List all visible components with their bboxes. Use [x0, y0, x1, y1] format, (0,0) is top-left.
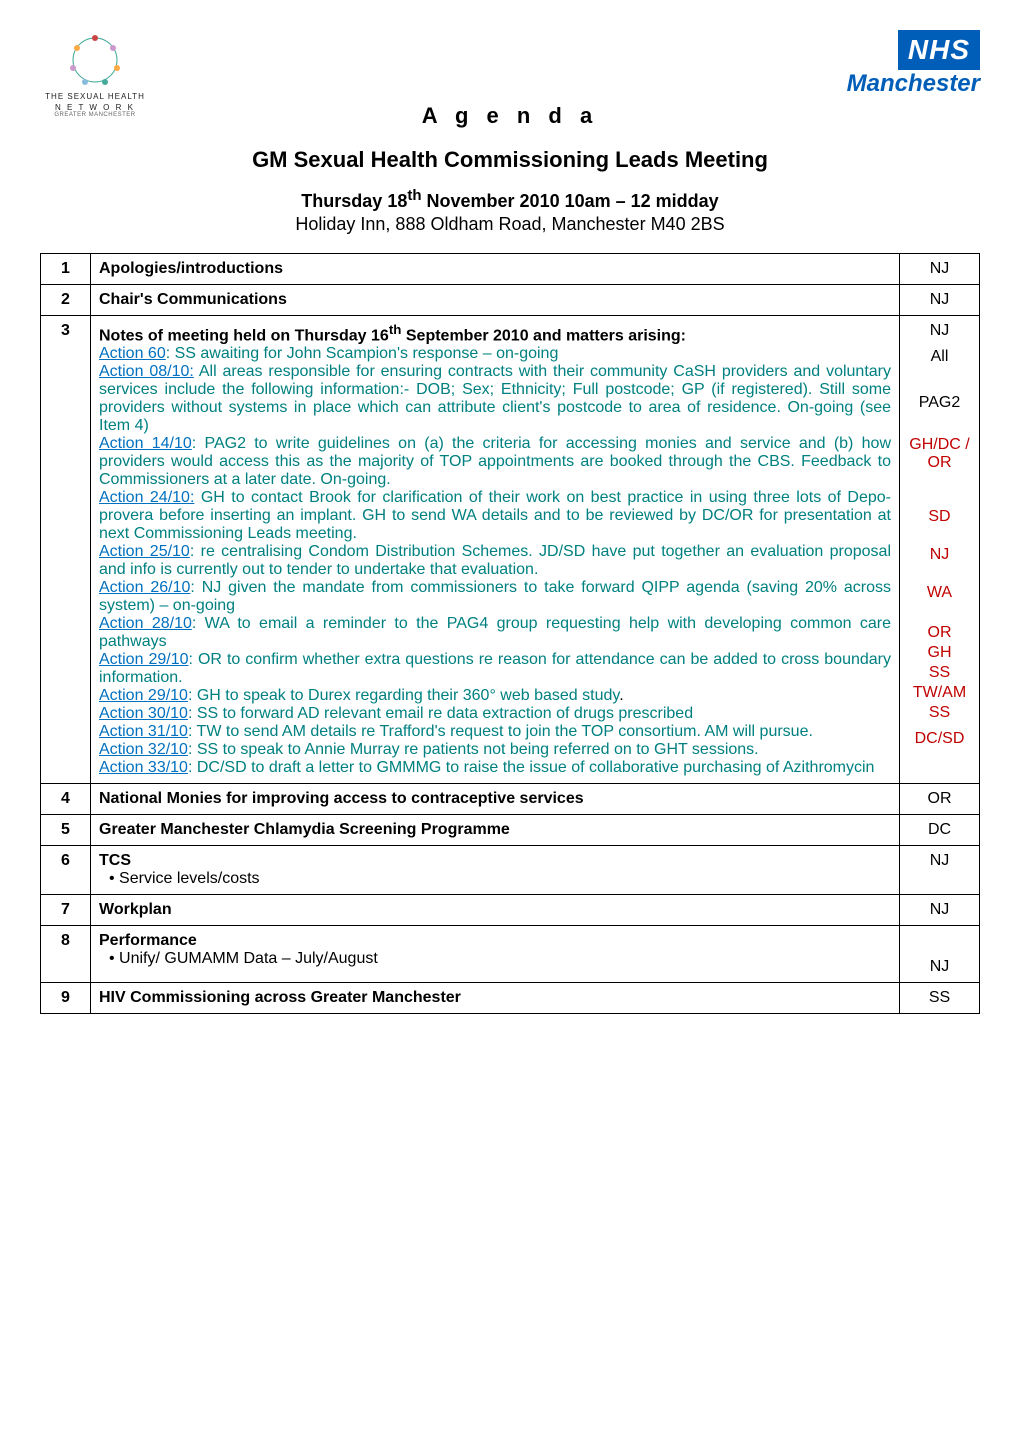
date-rest: November 2010 10am – 12 midday [422, 191, 719, 211]
table-row: 9 HIV Commissioning across Greater Manche… [41, 983, 980, 1014]
item-number: 4 [41, 784, 91, 815]
item-number: 1 [41, 254, 91, 285]
owner-code [908, 412, 971, 430]
action-item: Action 33/10: DC/SD to draft a letter to… [99, 759, 891, 777]
item-owner: NJ [900, 846, 980, 895]
action-item: Action 31/10: TW to send AM details re T… [99, 723, 891, 741]
logo-text-line2: N E T W O R K [40, 103, 150, 112]
item-title: HIV Commissioning across Greater Manches… [99, 989, 891, 1007]
owner-code: NJ [908, 322, 971, 340]
table-row: 2 Chair's Communications NJ [41, 285, 980, 316]
date-prefix: Thursday 18 [301, 191, 407, 211]
action-item: Action 14/10: PAG2 to write guidelines o… [99, 435, 891, 489]
table-row: 4 National Monies for improving access to… [41, 784, 980, 815]
item-owner: NJ [900, 285, 980, 316]
action-item: Action 60: SS awaiting for John Scampion… [99, 345, 891, 363]
item-content: Chair's Communications [91, 285, 900, 316]
table-row: 1 Apologies/introductions NJ [41, 254, 980, 285]
owner-code: TW/AM [908, 684, 971, 702]
item-owner: SS [900, 983, 980, 1014]
table-row: 5 Greater Manchester Chlamydia Screening … [41, 815, 980, 846]
item-title: Apologies/introductions [99, 260, 891, 278]
nhs-logo: NHS Manchester [847, 30, 980, 98]
action-item: Action 29/10: OR to confirm whether extr… [99, 651, 891, 687]
item-number: 2 [41, 285, 91, 316]
table-row: 8Performance• Unify/ GUMAMM Data – July/… [41, 926, 980, 983]
table-row: 6TCS• Service levels/costsNJ [41, 846, 980, 895]
logo-text-line1: THE SEXUAL HEALTH [40, 92, 150, 101]
owner-code: OR [908, 624, 971, 642]
action-item: Action 08/10: All areas responsible for … [99, 363, 891, 435]
owner-code: GH [908, 644, 971, 662]
item-title: Notes of meeting held on Thursday 16th S… [99, 322, 891, 345]
meeting-location: Holiday Inn, 888 Oldham Road, Manchester… [40, 214, 980, 235]
item-title: Workplan [99, 901, 891, 919]
item-title: National Monies for improving access to … [99, 790, 891, 808]
sexual-health-network-logo: THE SEXUAL HEALTH N E T W O R K GREATER … [40, 30, 150, 118]
owner-code: NJ [908, 546, 971, 564]
item-number: 9 [41, 983, 91, 1014]
item-title: Greater Manchester Chlamydia Screening P… [99, 821, 891, 839]
owner-code: SS [908, 704, 971, 722]
item-number: 5 [41, 815, 91, 846]
item-content: Apologies/introductions [91, 254, 900, 285]
item-content: Performance• Unify/ GUMAMM Data – July/A… [91, 926, 900, 983]
owner-code: PAG2 [908, 394, 971, 412]
table-row: 3 Notes of meeting held on Thursday 16th … [41, 316, 980, 784]
table-row: 7 Workplan NJ [41, 895, 980, 926]
item-number: 3 [41, 316, 91, 784]
owner-code [908, 932, 971, 950]
item-content: HIV Commissioning across Greater Manches… [91, 983, 900, 1014]
owner-code: SD [908, 508, 971, 526]
item-number: 7 [41, 895, 91, 926]
item-content: TCS• Service levels/costs [91, 846, 900, 895]
owner-code [908, 366, 971, 384]
item-content: Workplan [91, 895, 900, 926]
action-item: Action 25/10: re centralising Condom Dis… [99, 543, 891, 579]
owner-code: DC/SD [908, 730, 971, 748]
item-title: TCS [99, 852, 891, 870]
item-owner: OR [900, 784, 980, 815]
nhs-box: NHS [898, 30, 980, 70]
action-item: Action 28/10: WA to email a reminder to … [99, 615, 891, 651]
bullet-item: • Unify/ GUMAMM Data – July/August [109, 950, 891, 968]
item-title: Performance [99, 932, 891, 950]
agenda-heading: A g e n d a [40, 103, 980, 129]
item-content: National Monies for improving access to … [91, 784, 900, 815]
agenda-table: 1 Apologies/introductions NJ 2 Chair's Commu… [40, 253, 980, 1014]
action-item: Action 30/10: SS to forward AD relevant … [99, 705, 891, 723]
action-item: Action 29/10: GH to speak to Durex regar… [99, 687, 891, 705]
item-owner: NJ [900, 895, 980, 926]
item-owner: DC [900, 815, 980, 846]
logo-text-line3: GREATER MANCHESTER [40, 112, 150, 118]
item-owner: NJ [900, 254, 980, 285]
nhs-city: Manchester [847, 70, 980, 98]
owner-code: GH/DC / OR [908, 436, 971, 472]
item-number: 8 [41, 926, 91, 983]
item-owner: NJ All PAG2 GH/DC / OR SD NJ WA OR GH SS TW/AM SS… [900, 316, 980, 784]
owner-code: NJ [908, 958, 971, 976]
item-content: Greater Manchester Chlamydia Screening P… [91, 815, 900, 846]
meeting-datetime: Thursday 18th November 2010 10am – 12 mi… [40, 187, 980, 212]
action-item: Action 24/10: GH to contact Brook for cl… [99, 489, 891, 543]
date-suffix: th [407, 187, 421, 204]
owner-stack: NJ All PAG2 GH/DC / OR SD NJ WA OR GH SS TW/AM SS… [908, 322, 971, 748]
action-item: Action 32/10: SS to speak to Annie Murra… [99, 741, 891, 759]
item-owner: NJ [900, 926, 980, 983]
meeting-title: GM Sexual Health Commissioning Leads Mee… [40, 147, 980, 173]
item-number: 6 [41, 846, 91, 895]
owner-code: All [908, 348, 971, 366]
bullet-item: • Service levels/costs [109, 870, 891, 888]
item-content: Notes of meeting held on Thursday 16th S… [91, 316, 900, 784]
action-item: Action 26/10: NJ given the mandate from … [99, 579, 891, 615]
owner-stack: NJ [908, 932, 971, 976]
item-title: Chair's Communications [99, 291, 891, 309]
owner-code: WA [908, 584, 971, 602]
owner-code: SS [908, 664, 971, 682]
network-logo-icon [65, 30, 125, 90]
